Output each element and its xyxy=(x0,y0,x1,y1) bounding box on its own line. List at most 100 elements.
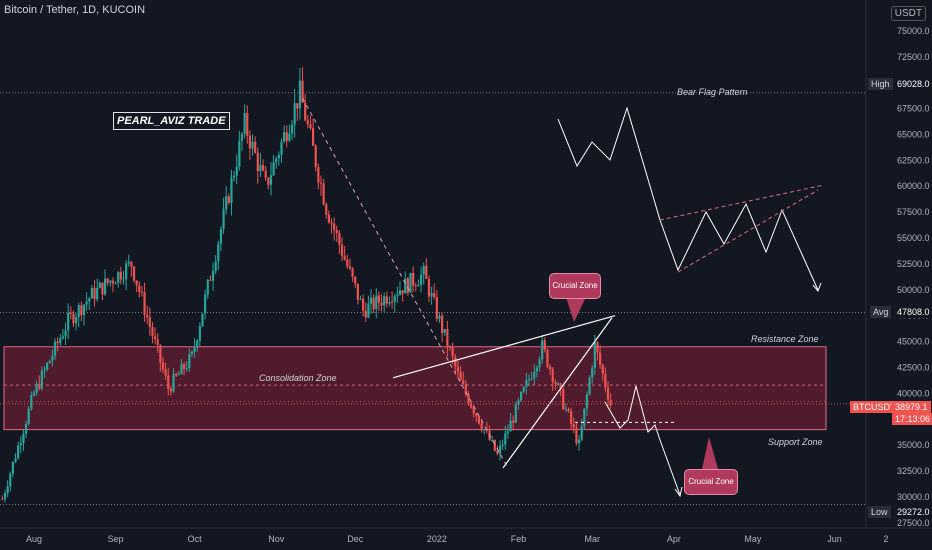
candle-body xyxy=(256,152,259,172)
high-tag-value: 69028.0 xyxy=(894,78,932,90)
bear-flag-path xyxy=(557,106,819,291)
candle-body xyxy=(275,158,278,163)
candle-body xyxy=(348,266,352,269)
candle-body xyxy=(72,313,75,324)
candle-body xyxy=(546,349,549,367)
candle-body xyxy=(151,326,154,337)
candle-body xyxy=(575,427,578,444)
symbol-title[interactable]: Bitcoin / Tether, 1D, KUCOIN xyxy=(4,4,146,16)
countdown-tag: 17:13:06 xyxy=(892,413,932,425)
candle-body xyxy=(172,373,175,392)
candle-body xyxy=(535,367,539,372)
candle-body xyxy=(551,369,554,383)
candle-body xyxy=(430,292,433,297)
y-tick-label: 62500.0 xyxy=(897,155,930,165)
crucial-top-pointer xyxy=(566,297,586,322)
brand-label: PEARL_AVIZ TRADE xyxy=(113,112,230,130)
candle-body xyxy=(443,328,446,333)
candle-body xyxy=(19,443,22,446)
candle-body xyxy=(498,445,502,454)
candle-body xyxy=(230,177,233,203)
candle-body xyxy=(127,261,130,264)
candle-body xyxy=(340,244,344,257)
last-price-tag: 38979.1 xyxy=(892,401,931,413)
currency-label[interactable]: USDT xyxy=(890,6,926,21)
y-tick-label: 42500.0 xyxy=(897,362,930,372)
candle-body xyxy=(156,339,159,345)
candle-body xyxy=(188,354,191,369)
bear-flag-label: Bear Flag Pattern xyxy=(677,87,748,97)
candle-body xyxy=(9,473,12,487)
candle-body xyxy=(69,312,72,314)
candle-body xyxy=(217,243,220,262)
candle-body xyxy=(454,356,457,367)
candle-body xyxy=(32,392,36,396)
y-tick-label: 45000.0 xyxy=(897,337,930,347)
candle-body xyxy=(251,141,254,149)
candle-body xyxy=(506,431,510,434)
candle-body xyxy=(311,128,315,146)
candle-body xyxy=(406,278,409,293)
candle-body xyxy=(85,301,88,305)
y-tick-label: 72500.0 xyxy=(897,52,930,62)
candle-body xyxy=(148,317,151,327)
candle-body xyxy=(109,280,112,283)
candle-body xyxy=(219,229,223,244)
x-tick-label: Dec xyxy=(347,534,364,544)
candle-body xyxy=(161,362,165,370)
candle-body xyxy=(198,326,201,341)
candle-body xyxy=(180,363,183,374)
candle-body xyxy=(298,80,302,109)
candle-body xyxy=(572,423,575,428)
candle-body xyxy=(364,310,367,318)
candle-body xyxy=(201,313,204,327)
candle-body xyxy=(119,271,122,280)
candle-body xyxy=(290,124,294,134)
candle-body xyxy=(501,444,504,446)
candle-body xyxy=(438,315,441,319)
candle-body xyxy=(480,423,483,430)
projected-arrowhead xyxy=(674,486,683,498)
candle-body xyxy=(309,124,312,129)
candle-body xyxy=(238,140,241,167)
candle-body xyxy=(464,383,467,394)
candle-body xyxy=(404,278,407,294)
y-tick-label: 65000.0 xyxy=(897,129,930,139)
candle-body xyxy=(414,285,417,287)
candle-body xyxy=(246,113,249,136)
candle-body xyxy=(24,423,28,434)
candle-body xyxy=(90,287,93,299)
y-tick-label: 30000.0 xyxy=(897,492,930,502)
y-tick-label: 27500.0 xyxy=(897,518,930,528)
candle-body xyxy=(596,342,599,353)
candle-body xyxy=(169,389,172,392)
candle-body xyxy=(456,366,460,372)
wedge-upper-line xyxy=(392,315,616,379)
candle-body xyxy=(135,280,138,286)
candle-body xyxy=(567,408,570,412)
candle-body xyxy=(138,285,141,292)
candle-body xyxy=(64,330,67,337)
candle-body xyxy=(122,279,125,281)
candle-body xyxy=(3,493,7,500)
candle-body xyxy=(301,80,304,103)
candle-body xyxy=(11,461,14,474)
candle-body xyxy=(317,167,320,183)
candle-body xyxy=(272,162,275,176)
candle-body xyxy=(588,377,591,395)
y-tick-label: 75000.0 xyxy=(897,26,930,36)
candle-body xyxy=(570,411,573,424)
consolidation-label: Consolidation Zone xyxy=(259,373,337,383)
candle-body xyxy=(204,294,207,314)
candle-body xyxy=(520,391,523,401)
high-tag-label: High xyxy=(868,78,893,90)
candle-body xyxy=(117,271,120,284)
candle-body xyxy=(88,298,91,302)
candle-body xyxy=(433,292,436,298)
candle-body xyxy=(335,229,338,234)
y-tick-label: 67500.0 xyxy=(897,104,930,114)
candle-body xyxy=(288,133,291,141)
